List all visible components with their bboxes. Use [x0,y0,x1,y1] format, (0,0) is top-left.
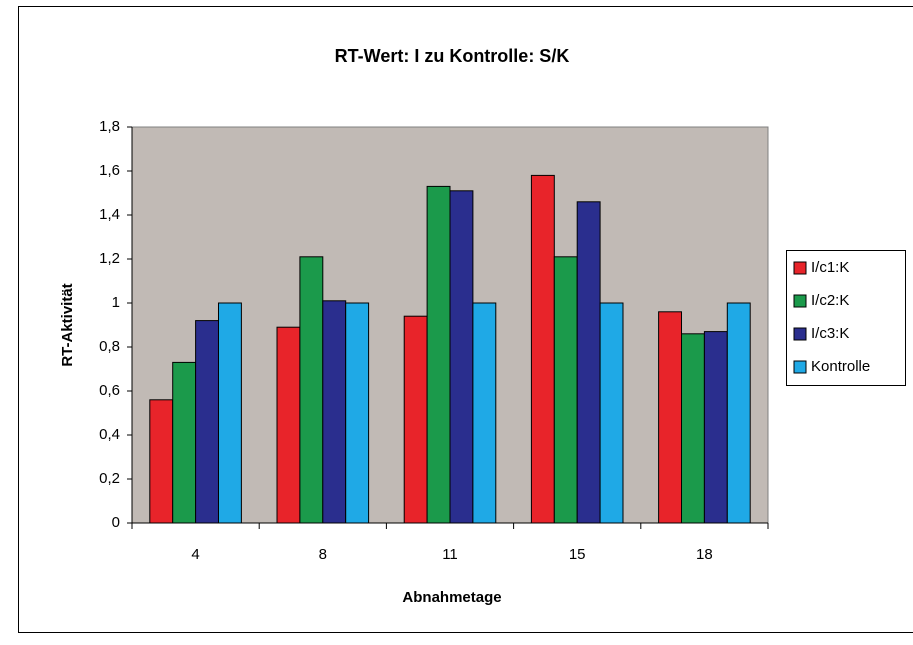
legend-swatch [793,327,807,341]
legend-swatch [793,261,807,275]
legend-label: Kontrolle [811,358,870,375]
bar [276,326,301,524]
y-tick-label: 1,8 [99,118,120,135]
y-tick-label: 1,2 [99,250,120,267]
y-tick-label: 1,4 [99,206,120,223]
bar [553,256,578,524]
y-tick-label: 1 [112,294,120,311]
y-tick-label: 1,6 [99,162,120,179]
bar [472,302,497,524]
x-tick-label: 15 [569,546,586,563]
bar [149,399,174,524]
legend-swatch [793,294,807,308]
bar [345,302,370,524]
bar [322,300,347,524]
x-tick-label: 11 [442,546,458,563]
bar [599,302,624,524]
y-tick-label: 0 [112,514,120,531]
bar [576,201,601,524]
y-tick-label: 0,4 [99,426,120,443]
y-tick-label: 0,6 [99,382,120,399]
bar [726,302,751,524]
bar [681,333,705,524]
legend-label: I/c1:K [811,259,849,276]
y-tick-label: 0,8 [99,338,120,355]
bar [195,320,219,524]
bar [299,256,324,524]
legend-label: I/c3:K [811,325,849,342]
y-tick-label: 0,2 [99,470,120,487]
legend-label: I/c2:K [811,292,849,309]
x-tick-label: 8 [319,546,327,563]
bar [658,311,683,524]
chart-title: RT-Wert: I zu Kontrolle: S/K [335,46,570,66]
x-tick-label: 18 [696,546,713,563]
x-tick-label: 4 [191,546,199,563]
bar [172,361,197,524]
bar [703,331,728,524]
bar [530,174,555,524]
bar [403,315,428,524]
legend-swatch [793,360,807,374]
bar [449,190,474,524]
y-axis-label: RT-Aktivität [59,283,76,366]
bar [426,185,451,524]
x-axis-label: Abnahmetage [402,589,501,606]
bar [217,302,242,524]
